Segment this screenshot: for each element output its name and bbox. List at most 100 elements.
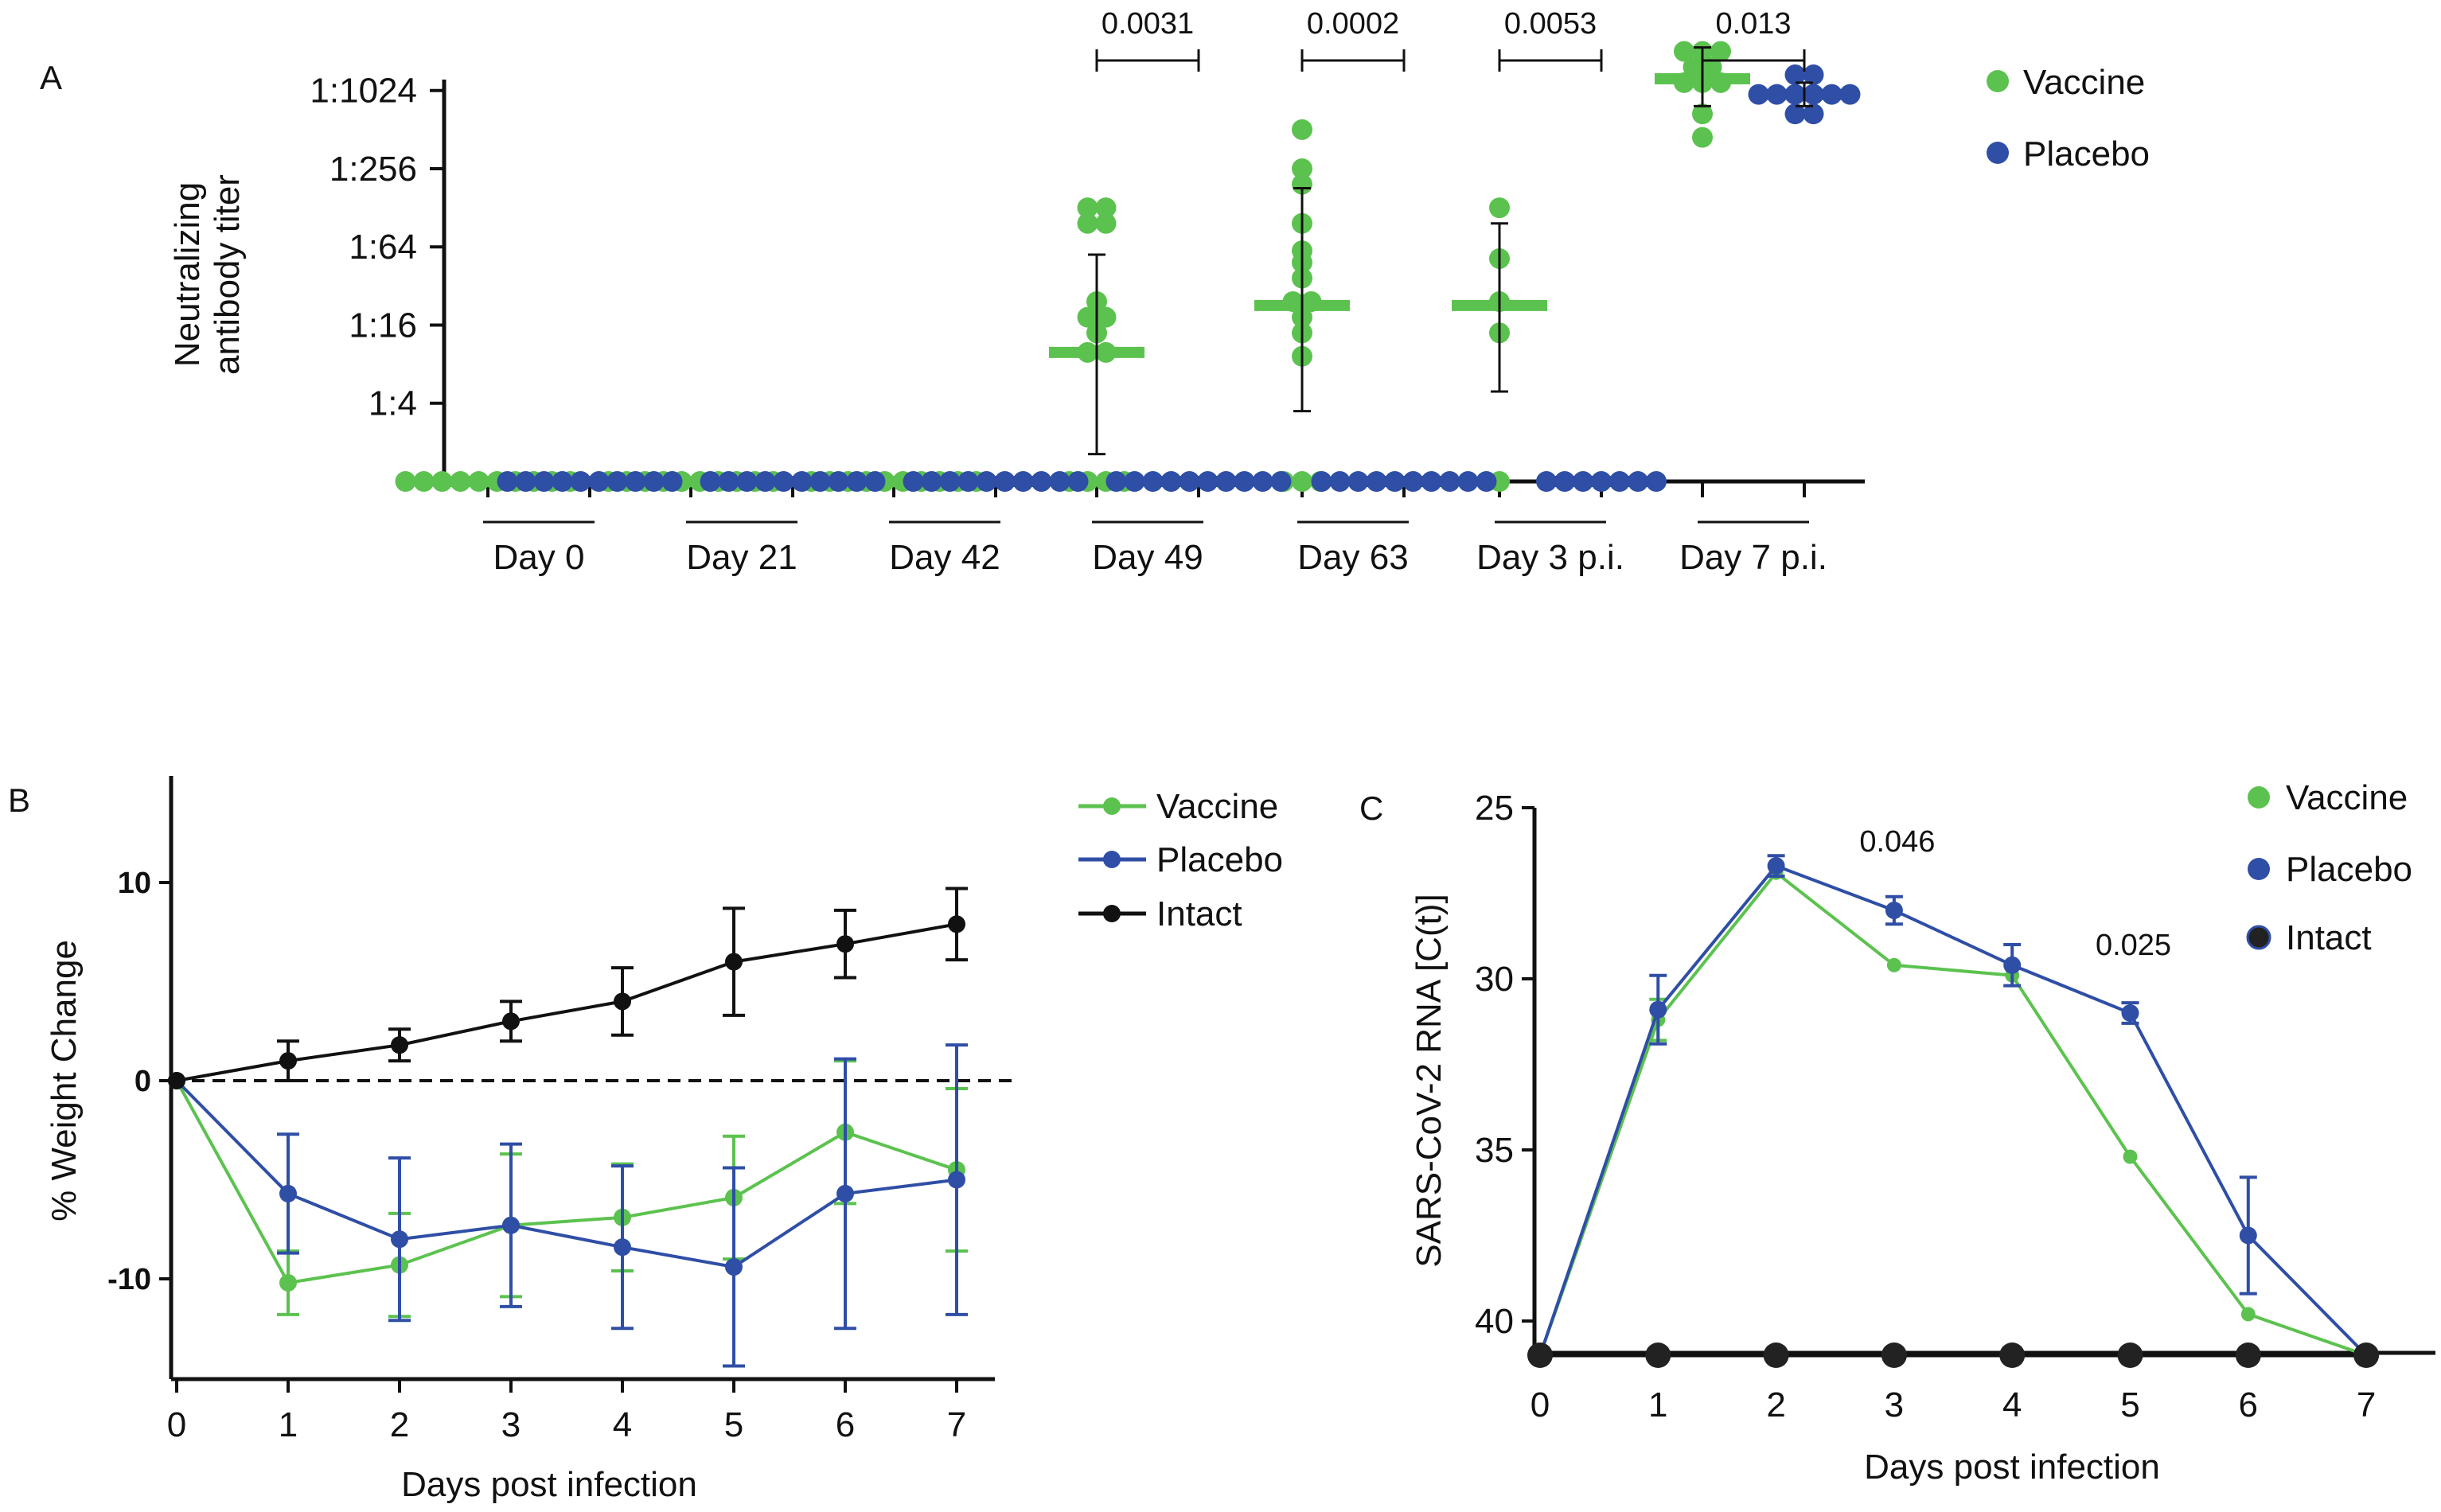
- vaccine-point: [1292, 471, 1312, 492]
- legend-b-vaccine-marker: [1103, 797, 1121, 815]
- placebo-point: [836, 1184, 854, 1202]
- placebo-point: [661, 471, 683, 492]
- vaccine-point: [1077, 341, 1098, 363]
- placebo-point: [1457, 471, 1479, 492]
- placebo-point: [1270, 471, 1292, 492]
- placebo-point: [1402, 471, 1424, 492]
- placebo-point: [643, 471, 665, 492]
- vaccine-point: [413, 471, 435, 492]
- legend-c-placebo-marker: [2248, 858, 2270, 880]
- panel-b-letter: B: [8, 781, 30, 819]
- panel-c-y-ticks: 25 30 35 40: [1475, 789, 1534, 1341]
- intact-series: [168, 887, 968, 1089]
- vaccine-point: [1674, 41, 1694, 62]
- intact-point: [725, 953, 743, 971]
- y-tick-label: 35: [1475, 1131, 1514, 1170]
- placebo-point: [502, 1216, 520, 1234]
- placebo-point: [2239, 1226, 2257, 1245]
- placebo-point: [1311, 471, 1332, 492]
- placebo-point: [921, 471, 942, 492]
- placebo-point: [1160, 471, 1182, 492]
- vaccine-point: [431, 471, 453, 492]
- panel-c-letter: C: [1359, 789, 1383, 827]
- x-tick-label: 1: [1648, 1385, 1667, 1424]
- vaccine-point: [1292, 173, 1312, 195]
- x-tick-label: 5: [2120, 1385, 2139, 1424]
- placebo-point: [1591, 471, 1612, 492]
- y-tick-label: 1:64: [349, 228, 417, 267]
- x-tick-label: 3: [1885, 1385, 1904, 1424]
- placebo-point: [1646, 471, 1667, 492]
- placebo-point: [1105, 471, 1127, 492]
- placebo-point: [1234, 471, 1255, 492]
- intact-point: [614, 992, 631, 1011]
- y-tick-label: 1:16: [349, 306, 417, 345]
- vaccine-point: [1292, 158, 1312, 179]
- x-tick-label: 7: [2357, 1385, 2376, 1424]
- placebo-point: [2003, 956, 2022, 974]
- legend-b-vaccine-label: Vaccine: [1156, 787, 1278, 826]
- placebo-point: [1628, 471, 1648, 492]
- panel-a-legend: Vaccine Placebo: [1987, 63, 2150, 173]
- placebo-point: [1767, 857, 1785, 875]
- x-tick-label: 0: [1530, 1385, 1550, 1424]
- vaccine-point: [1292, 119, 1312, 140]
- legend-a-placebo-marker: [1987, 142, 2009, 164]
- vaccine-point: [1077, 212, 1098, 234]
- vaccine-point: [1095, 341, 1117, 363]
- placebo-point: [1748, 84, 1769, 105]
- panel-c-x-axis-title: Days post infection: [1864, 1448, 2160, 1487]
- intact-series: [1527, 1342, 2380, 1368]
- legend-b-intact-label: Intact: [1156, 894, 1242, 933]
- y-tick-label: 1:4: [368, 384, 417, 423]
- vaccine-point: [450, 471, 471, 492]
- placebo-point: [606, 471, 628, 492]
- placebo-point: [570, 471, 591, 492]
- p-value-label: 0.0031: [1102, 7, 1194, 41]
- placebo-point: [1012, 471, 1034, 492]
- placebo-point: [1573, 471, 1593, 492]
- vaccine-point: [1710, 41, 1731, 62]
- vaccine-point: [2240, 1307, 2256, 1322]
- placebo-point: [1476, 471, 1497, 492]
- placebo-point: [1784, 64, 1806, 86]
- x-tick-label: 4: [2002, 1385, 2022, 1424]
- panel-a-significance-brackets: 0.0031 0.0002 0.0053 0.013: [1095, 7, 1806, 72]
- placebo-point: [1766, 84, 1788, 105]
- placebo-point: [1197, 471, 1219, 492]
- x-tick-label: 3: [501, 1405, 521, 1444]
- placebo-point: [957, 471, 979, 492]
- panel-b-legend: Vaccine Placebo Intact: [1078, 787, 1283, 933]
- p-value-label: 0.0053: [1504, 7, 1597, 41]
- vaccine-point: [1692, 127, 1713, 148]
- p-value-label: 0.0002: [1307, 7, 1399, 41]
- placebo-point: [1329, 471, 1351, 492]
- intact-point: [836, 935, 854, 953]
- vaccine-point: [1095, 306, 1117, 328]
- placebo-line: [175, 1079, 957, 1269]
- p-value-label: 0.025: [2096, 929, 2171, 962]
- panel-c-y-axis-title: SARS-CoV-2 RNA [C(t)]: [1410, 894, 1449, 1267]
- placebo-point: [1215, 471, 1237, 492]
- placebo-point: [903, 471, 924, 492]
- intact-point: [168, 1072, 185, 1089]
- x-category-label: Day 63: [1297, 538, 1408, 577]
- placebo-point: [791, 471, 813, 492]
- vaccine-point: [1886, 957, 1901, 972]
- vaccine-point: [1683, 57, 1704, 78]
- x-tick-label: 5: [724, 1405, 743, 1444]
- x-tick-label: 1: [279, 1405, 298, 1444]
- vaccine-point: [1077, 306, 1098, 328]
- panel-b-x-axis-title: Days post infection: [401, 1465, 697, 1504]
- placebo-point: [1384, 471, 1406, 492]
- x-tick-label: 2: [390, 1405, 409, 1444]
- panel-b-y-ticks: 10 0 -10: [107, 867, 171, 1296]
- panel-c-p-values: 0.046 0.025: [1859, 825, 2171, 962]
- intact-point: [2235, 1342, 2261, 1368]
- legend-c-vaccine-label: Vaccine: [2286, 778, 2408, 817]
- intact-point: [502, 1012, 520, 1031]
- p-value-label: 0.046: [1859, 825, 1935, 859]
- legend-a-vaccine-marker: [1987, 70, 2009, 92]
- x-tick-label: 7: [947, 1405, 966, 1444]
- panel-a-y-title-line-2: antibody titer: [208, 174, 247, 375]
